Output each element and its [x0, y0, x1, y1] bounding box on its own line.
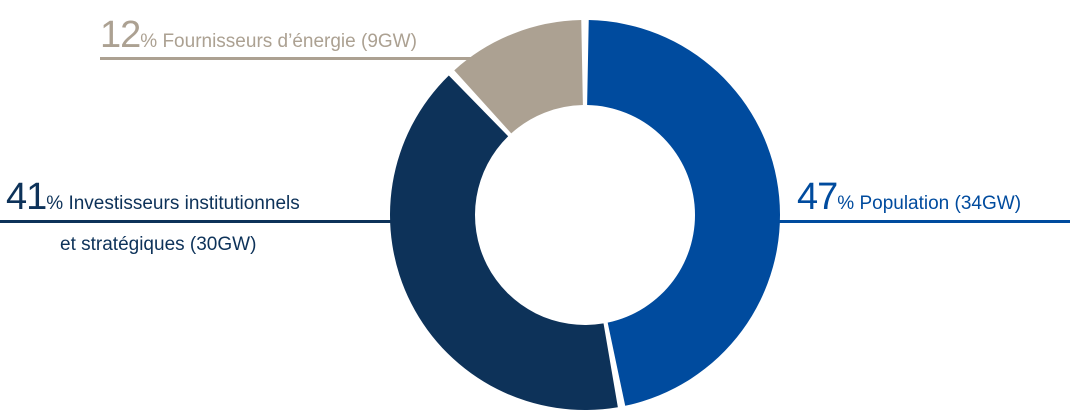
rule-population [770, 220, 1070, 223]
label-fournisseurs: 12% Fournisseurs d’énergie (9GW) [100, 16, 417, 54]
label-fournisseurs-pct: 12 [100, 14, 141, 56]
donut-slice-population [587, 20, 781, 406]
label-investisseurs: 41% Investisseurs institutionnels [6, 178, 300, 216]
label-investisseurs-text-line1: % Investisseurs institutionnels [46, 193, 300, 214]
label-investisseurs-pct: 41 [6, 176, 47, 218]
label-investisseurs-text-line2: et stratégiques (30GW) [60, 234, 257, 255]
label-fournisseurs-text: % Fournisseurs d’énergie (9GW) [140, 31, 417, 52]
donut-slice-investisseurs [389, 75, 618, 411]
donut-slice-fournisseurs [454, 20, 583, 134]
label-population-pct: 47 [797, 176, 838, 218]
label-population: 47% Population (34GW) [797, 178, 1021, 216]
label-population-text: % Population (34GW) [837, 193, 1022, 214]
rule-investisseurs [0, 220, 395, 223]
rule-fournisseurs [100, 57, 580, 60]
